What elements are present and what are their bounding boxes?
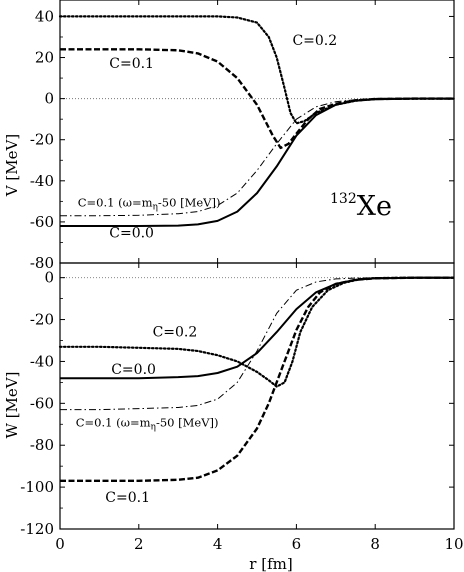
y-tick-label: -60 <box>30 213 54 231</box>
y-tick-label: -120 <box>20 520 54 538</box>
x-tick-label: 0 <box>55 535 65 553</box>
series-line-dashdot <box>60 98 454 217</box>
x-tick-label: 10 <box>444 535 463 553</box>
y-tick-label: -80 <box>30 436 54 454</box>
y-tick-label: -20 <box>30 131 54 149</box>
top-panel-V: 40 20 0 -20 -40 -60 -80 V [MeV] C=0.2 C=0.1 C=0.1 … <box>3 0 456 272</box>
y-tick-label: -80 <box>30 254 54 272</box>
x-axis-title: r [fm] <box>249 555 292 572</box>
series-annotation: C=0.2 <box>153 324 198 340</box>
plot-frame <box>59 0 455 264</box>
y-tick-label: -40 <box>30 352 54 370</box>
y-tick-label: -100 <box>20 478 54 496</box>
series-line-dotted <box>58 276 456 388</box>
series-line-dashed <box>60 276 454 482</box>
plot-frame <box>59 262 455 530</box>
series-annotation: C=0.1 (ω=mη-50 [MeV]) <box>76 415 219 432</box>
y-axis-title: W [MeV] <box>3 372 21 439</box>
x-tick-label: 4 <box>213 535 223 553</box>
y-tick-label: -40 <box>30 172 54 190</box>
y-tick-label: -60 <box>30 394 54 412</box>
series-annotation: C=0.0 <box>109 225 154 241</box>
series-annotation: C=0.1 <box>109 56 154 72</box>
series-line-dashdot <box>60 277 454 411</box>
series-annotation: C=0.2 <box>292 33 337 49</box>
x-tick-label: 2 <box>134 535 144 553</box>
y-tick-label: 0 <box>44 90 54 108</box>
y-tick-label: 0 <box>44 269 54 287</box>
x-tick-label: 8 <box>370 535 380 553</box>
y-tick-label: 40 <box>35 7 54 25</box>
series-annotation: C=0.1 <box>105 490 150 506</box>
y-tick-label: -20 <box>30 311 54 329</box>
y-tick-label: 20 <box>35 49 54 67</box>
series-annotation: C=0.0 <box>111 362 156 378</box>
y-axis-title: V [MeV] <box>3 134 21 197</box>
nucleus-label: 132Xe <box>330 191 392 222</box>
series-annotation: C=0.1 (ω=mη-50 [MeV]) <box>78 195 221 212</box>
x-tick-label: 6 <box>292 535 302 553</box>
series-line-dotted <box>58 15 456 125</box>
